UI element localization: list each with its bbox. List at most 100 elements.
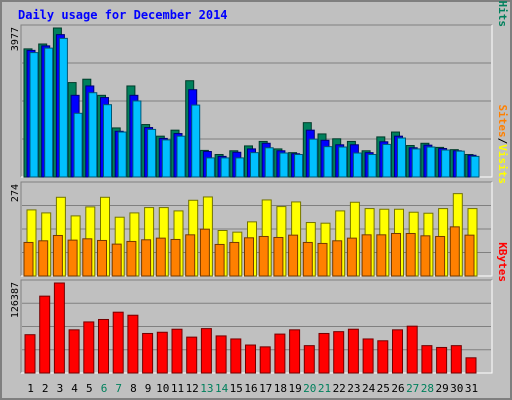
bar-kbytes-day-14 xyxy=(215,335,227,374)
bar-sites-day-9 xyxy=(141,239,152,277)
bar-pages-day-5 xyxy=(88,92,98,178)
day-label: 3 xyxy=(57,382,64,395)
bar-sites-day-15 xyxy=(229,241,240,277)
plot-border-shadow xyxy=(20,279,492,373)
bar-sites-day-6 xyxy=(97,239,107,277)
day-label: 18 xyxy=(274,382,287,395)
day-label: 8 xyxy=(130,382,137,395)
bar-sites-day-1 xyxy=(23,241,34,277)
bar-sites-day-17 xyxy=(258,235,269,277)
bar-kbytes-day-9 xyxy=(142,332,154,374)
bar-kbytes-day-23 xyxy=(347,328,359,374)
bar-pages-day-22 xyxy=(338,146,348,178)
bar-pages-day-1 xyxy=(29,52,39,178)
bar-sites-day-26 xyxy=(391,232,401,277)
y-max-label: 3977 xyxy=(10,27,21,51)
legend-entry: / xyxy=(496,138,509,145)
bar-sites-day-24 xyxy=(361,234,372,277)
legend: KBytes xyxy=(496,242,509,282)
bar-kbytes-day-15 xyxy=(230,338,242,374)
bar-sites-day-23 xyxy=(346,237,357,277)
bar-kbytes-day-25 xyxy=(377,340,389,374)
day-label: 28 xyxy=(421,382,434,395)
bar-kbytes-day-11 xyxy=(171,328,183,374)
day-label: 11 xyxy=(171,382,184,395)
day-label: 9 xyxy=(145,382,152,395)
bar-kbytes-day-30 xyxy=(450,345,462,374)
bar-pages-day-30 xyxy=(455,150,465,178)
day-label: 2 xyxy=(42,382,49,395)
day-label: 21 xyxy=(318,382,331,395)
bar-pages-day-4 xyxy=(73,112,83,178)
day-label: 25 xyxy=(377,382,390,395)
bar-sites-day-22 xyxy=(332,240,343,277)
day-label: 10 xyxy=(156,382,169,395)
chart-title: Daily usage for December 2014 xyxy=(18,8,228,22)
chart-panels: 3977 Pages/Files/Hits 274 Sites/Visits 12638… xyxy=(10,0,509,374)
day-label: 29 xyxy=(435,382,448,395)
bar-pages-day-21 xyxy=(323,146,333,178)
day-label: 15 xyxy=(230,382,243,395)
bar-kbytes-day-1 xyxy=(24,334,36,374)
bar-pages-day-3 xyxy=(58,37,68,178)
day-label: 1 xyxy=(27,382,34,395)
daily-hits-panel: 3977 Pages/Files/Hits xyxy=(10,0,509,178)
bar-sites-day-16 xyxy=(244,237,254,277)
legend-entry: Hits xyxy=(496,1,509,28)
bar-pages-day-15 xyxy=(235,157,245,178)
bar-sites-day-5 xyxy=(82,238,93,277)
bar-sites-day-8 xyxy=(126,240,137,277)
bar-pages-day-12 xyxy=(191,104,201,178)
bar-kbytes-day-31 xyxy=(465,357,477,374)
bar-sites-day-12 xyxy=(185,234,196,277)
bar-pages-day-20 xyxy=(308,138,318,178)
bar-sites-day-29 xyxy=(435,235,446,277)
day-label: 27 xyxy=(406,382,419,395)
bar-kbytes-day-28 xyxy=(421,345,433,374)
bar-pages-day-18 xyxy=(279,152,289,178)
legend: Pages/Files/Hits xyxy=(496,0,509,27)
legend-entry: Sites xyxy=(496,105,509,138)
day-label: 19 xyxy=(288,382,301,395)
day-label: 5 xyxy=(86,382,93,395)
bar-pages-day-31 xyxy=(470,155,480,178)
bar-sites-day-25 xyxy=(376,234,387,277)
bar-kbytes-day-18 xyxy=(274,333,286,374)
bar-kbytes-day-10 xyxy=(156,331,168,374)
bar-kbytes-day-2 xyxy=(39,295,51,374)
bar-pages-day-29 xyxy=(441,149,451,178)
bar-kbytes-day-16 xyxy=(245,344,256,374)
bar-kbytes-day-19 xyxy=(289,329,301,374)
bar-pages-day-28 xyxy=(426,146,436,178)
daily-kbytes-panel: 126387 KBytes xyxy=(10,242,509,374)
bar-sites-day-11 xyxy=(170,238,181,277)
bar-pages-day-7 xyxy=(117,131,127,178)
bar-sites-day-19 xyxy=(288,234,299,277)
day-label: 4 xyxy=(71,382,78,395)
bar-pages-day-10 xyxy=(161,139,171,178)
day-label: 17 xyxy=(259,382,272,395)
daily-visits-panel: 274 Sites/Visits xyxy=(10,105,509,277)
bar-pages-day-2 xyxy=(44,47,54,178)
legend-entry: / xyxy=(496,0,509,1)
bar-sites-day-30 xyxy=(449,226,460,277)
day-label: 23 xyxy=(347,382,360,395)
bar-kbytes-day-20 xyxy=(303,345,315,374)
bar-sites-day-3 xyxy=(52,234,63,277)
bar-kbytes-day-29 xyxy=(436,346,448,374)
legend: Sites/Visits xyxy=(496,105,509,185)
bar-sites-day-18 xyxy=(273,236,284,277)
legend-entry: KBytes xyxy=(496,242,509,282)
bar-pages-day-6 xyxy=(103,104,112,178)
bar-sites-day-21 xyxy=(317,242,328,277)
day-label: 31 xyxy=(465,382,478,395)
y-max-label: 274 xyxy=(10,184,21,202)
plot-border-shadow xyxy=(20,24,492,177)
bar-kbytes-day-7 xyxy=(112,311,124,374)
bar-kbytes-day-24 xyxy=(362,338,374,374)
bar-pages-day-23 xyxy=(352,152,362,178)
bar-kbytes-day-27 xyxy=(406,325,418,374)
y-max-label: 126387 xyxy=(10,282,21,318)
bar-kbytes-day-13 xyxy=(200,328,212,374)
